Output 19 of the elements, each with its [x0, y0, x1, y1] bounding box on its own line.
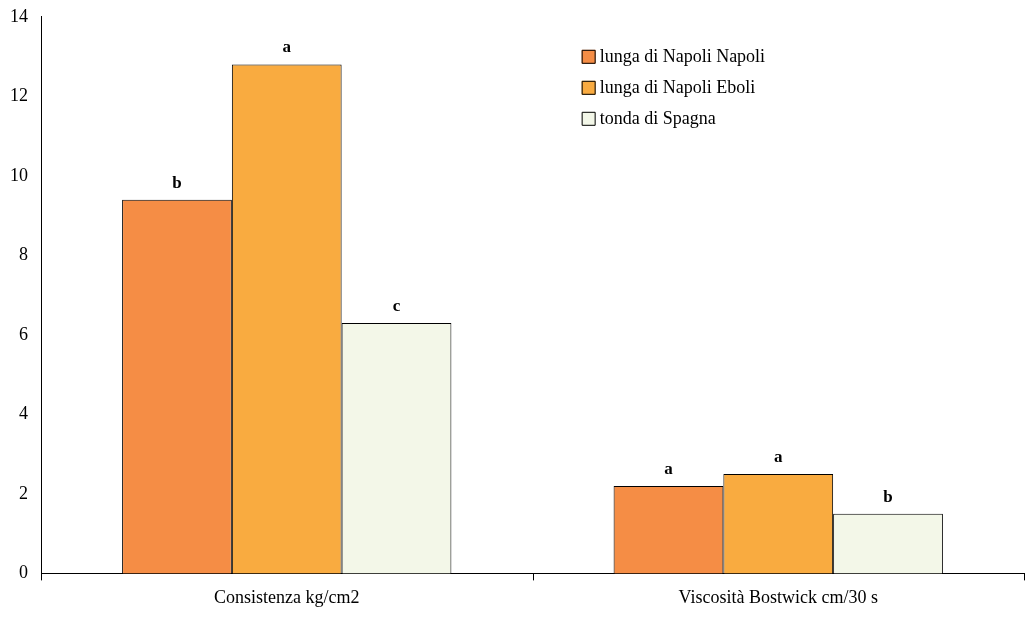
y-tick-label: 2 — [19, 482, 28, 503]
y-tick-label: 12 — [10, 85, 28, 106]
legend-label: lunga di Napoli Napoli — [599, 45, 766, 66]
y-tick-label: 10 — [10, 164, 28, 185]
legend-label: tonda di Spagna — [599, 107, 716, 128]
y-tick-label: 6 — [19, 323, 28, 344]
y-tick-label: 8 — [19, 244, 28, 265]
data-label: a — [664, 458, 674, 478]
y-tick-label: 4 — [19, 403, 28, 424]
data-label: a — [774, 446, 783, 466]
data-label: b — [172, 172, 182, 192]
x-tick-label: Viscosità Bostwick cm/30 s — [678, 586, 878, 607]
y-tick-label: 14 — [10, 5, 28, 26]
data-label: b — [883, 486, 893, 506]
data-label: c — [392, 295, 401, 315]
data-label: a — [282, 37, 292, 57]
x-tick-label: Consistenza kg/cm2 — [214, 586, 360, 607]
legend-label: lunga di Napoli Eboli — [599, 76, 756, 97]
y-tick-label: 0 — [19, 562, 28, 583]
